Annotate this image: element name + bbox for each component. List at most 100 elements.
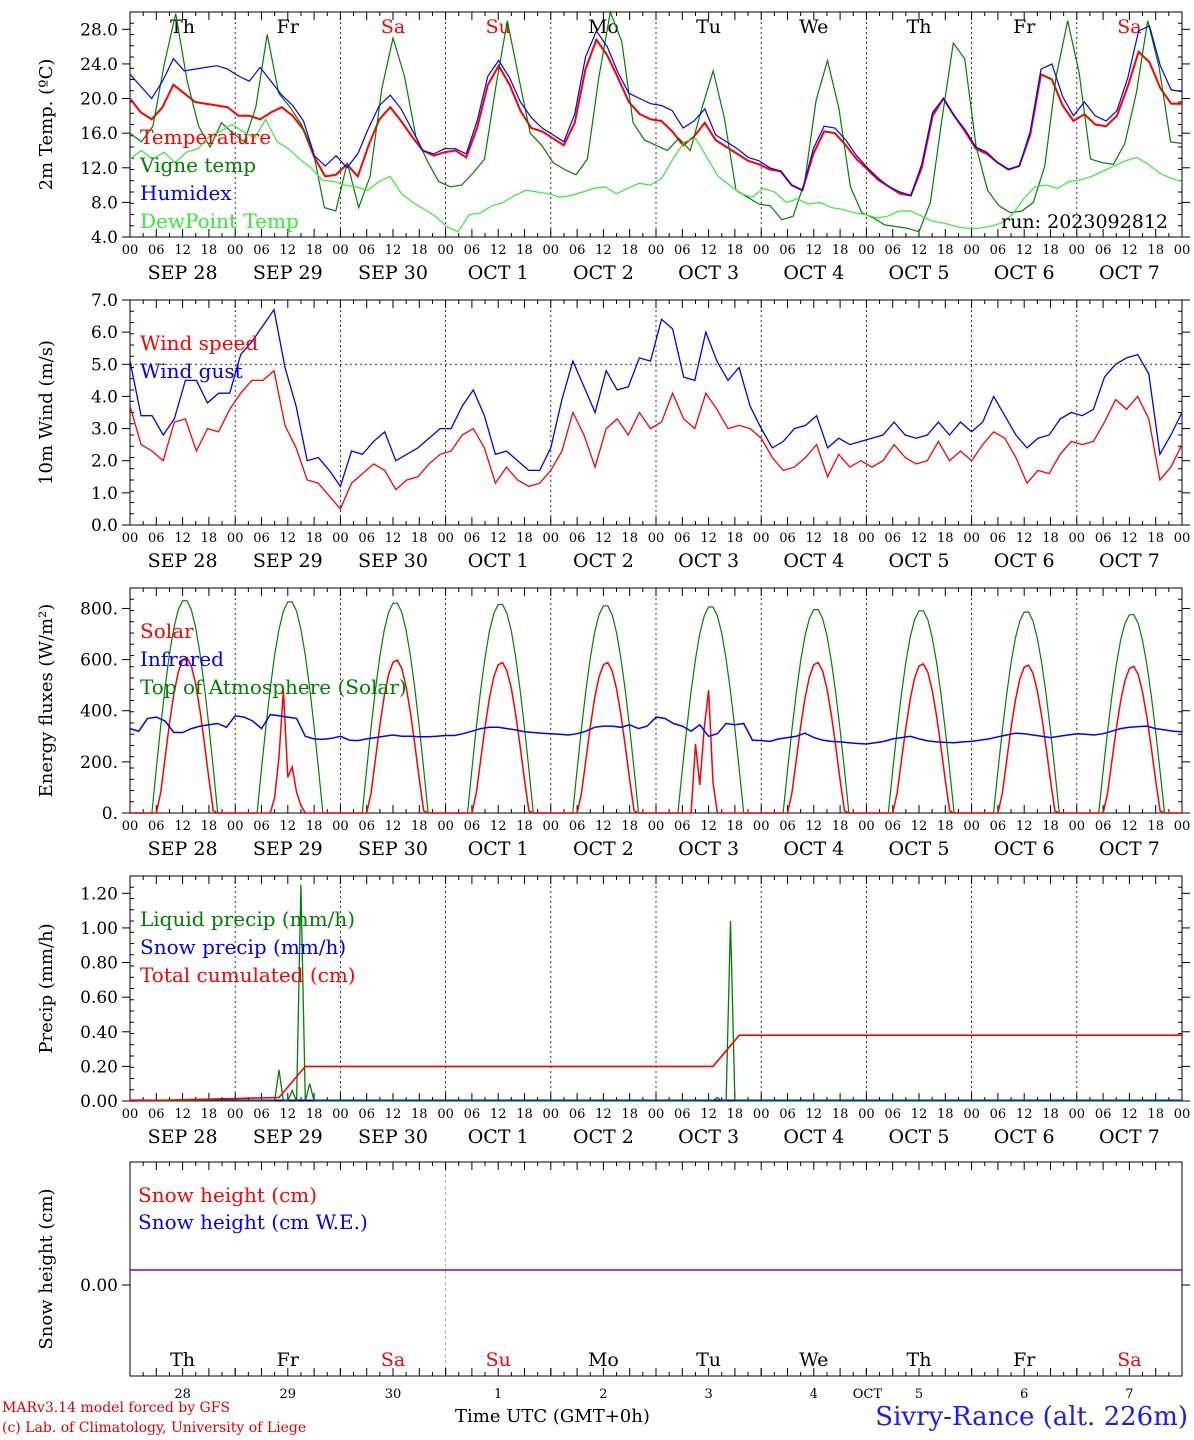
- hour-label: 18: [201, 1107, 218, 1122]
- day-name: Th: [170, 16, 195, 38]
- date-label: SEP 30: [358, 262, 428, 284]
- date-label: OCT 7: [1099, 262, 1160, 284]
- date-label: OCT 1: [468, 262, 529, 284]
- date-label: SEP 29: [253, 1126, 323, 1148]
- y-tick-label: 200.: [80, 753, 118, 773]
- series-line-infrared: [129, 713, 1183, 745]
- hour-label: 12: [806, 531, 823, 546]
- hour-label: 12: [174, 1107, 191, 1122]
- hour-label: 18: [411, 1107, 428, 1122]
- date-label: OCT 3: [678, 838, 739, 860]
- hour-label: 18: [937, 531, 954, 546]
- station-title: Sivry-Rance (alt. 226m): [875, 1402, 1188, 1432]
- y-tick-label: 5.0: [91, 355, 118, 375]
- hour-label: 12: [385, 819, 402, 834]
- day-number: 7: [1125, 1387, 1133, 1400]
- legend-entry: Temperature: [140, 125, 271, 149]
- hour-label: 18: [1147, 1107, 1164, 1122]
- hour-label: 12: [385, 243, 402, 258]
- y-tick-label: 0.00: [80, 1092, 118, 1112]
- date-label: OCT 1: [468, 1126, 529, 1148]
- hour-label: 12: [280, 819, 297, 834]
- hour-label: 12: [280, 531, 297, 546]
- hour-label: 06: [674, 819, 691, 834]
- hour-label: 06: [1095, 819, 1112, 834]
- hour-label: 00: [753, 531, 770, 546]
- hour-label: 18: [516, 1107, 533, 1122]
- y-tick-label: 20.0: [80, 90, 118, 110]
- day-name: Th: [907, 1349, 932, 1371]
- date-label: SEP 29: [253, 838, 323, 860]
- legend-entry: Total cumulated (cm): [140, 963, 356, 987]
- hour-label: 18: [1042, 243, 1059, 258]
- hour-label: 00: [332, 243, 349, 258]
- y-tick-label: 24.0: [80, 55, 118, 75]
- hour-label: 06: [464, 1107, 481, 1122]
- hour-label: 00: [543, 243, 560, 258]
- lab-credit: (c) Lab. of Climatology, University of L…: [2, 1420, 307, 1436]
- date-label: OCT 6: [994, 1126, 1055, 1148]
- hour-label: 12: [490, 531, 507, 546]
- hour-label: 06: [464, 243, 481, 258]
- date-label: SEP 30: [358, 550, 428, 572]
- hour-label: 00: [1174, 1107, 1191, 1122]
- legend-entry: Solar: [140, 619, 194, 643]
- date-label: OCT 3: [678, 1126, 739, 1148]
- month-label: OCT: [853, 1387, 883, 1400]
- hour-label: 00: [543, 531, 560, 546]
- date-label: SEP 30: [358, 1126, 428, 1148]
- hour-label: 00: [753, 819, 770, 834]
- hour-label: 18: [1042, 531, 1059, 546]
- hour-label: 06: [148, 819, 165, 834]
- hour-label: 00: [437, 531, 454, 546]
- date-label: OCT 6: [994, 838, 1055, 860]
- hour-label: 06: [358, 819, 375, 834]
- y-tick-label: 1.00: [80, 919, 118, 939]
- hour-label: 06: [1095, 1107, 1112, 1122]
- day-name: Mo: [588, 16, 619, 38]
- hour-label: 00: [1174, 243, 1191, 258]
- series-line-liquid-precip: [130, 884, 1182, 1102]
- date-label: OCT 2: [573, 1126, 634, 1148]
- date-label: OCT 3: [678, 262, 739, 284]
- day-number: 4: [810, 1387, 818, 1400]
- y-tick-label: 0.20: [80, 1057, 118, 1077]
- hour-label: 00: [437, 819, 454, 834]
- hour-label: 12: [280, 1107, 297, 1122]
- hour-label: 00: [963, 1107, 980, 1122]
- hour-label: 06: [253, 819, 270, 834]
- hour-label: 18: [1147, 243, 1164, 258]
- hour-label: 06: [884, 819, 901, 834]
- hour-label: 12: [490, 1107, 507, 1122]
- hour-label: 00: [1069, 819, 1086, 834]
- legend-entry: Infrared: [140, 647, 224, 671]
- hour-label: 06: [253, 531, 270, 546]
- hour-label: 06: [674, 243, 691, 258]
- series-line-humidex: [129, 24, 1183, 197]
- hour-label: 00: [858, 531, 875, 546]
- day-name: Sa: [381, 16, 405, 38]
- hour-label: 00: [1174, 819, 1191, 834]
- y-tick-label: 8.0: [91, 193, 118, 213]
- legend-entry: Snow height (cm W.E.): [138, 1210, 368, 1234]
- hour-label: 06: [358, 1107, 375, 1122]
- series-line-wind-gust: [129, 307, 1183, 488]
- hour-label: 18: [516, 819, 533, 834]
- series-line-solar: [130, 656, 1182, 814]
- y-tick-label: 6.0: [91, 323, 118, 343]
- hour-label: 12: [385, 531, 402, 546]
- y-tick-label: 0.40: [80, 1023, 118, 1043]
- hour-label: 00: [753, 1107, 770, 1122]
- hour-label: 06: [990, 531, 1007, 546]
- hour-label: 12: [1016, 1107, 1033, 1122]
- y-tick-label: 0.00: [80, 1276, 118, 1296]
- y-axis-label: Snow height (cm): [36, 1188, 57, 1349]
- y-tick-label: 28.0: [80, 20, 118, 40]
- hour-label: 00: [122, 531, 139, 546]
- hour-label: 12: [1016, 819, 1033, 834]
- date-label: OCT 4: [783, 262, 844, 284]
- hour-label: 00: [858, 243, 875, 258]
- hour-label: 06: [779, 531, 796, 546]
- y-tick-label: 400.: [80, 702, 118, 722]
- date-label: SEP 29: [253, 550, 323, 572]
